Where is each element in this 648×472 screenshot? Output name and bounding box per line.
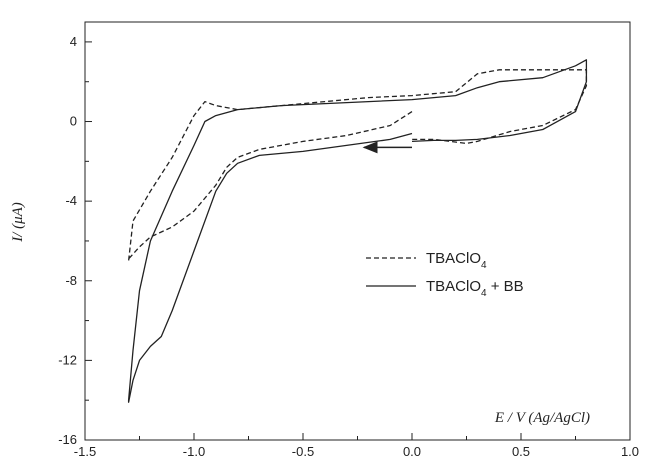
y-tick-label: -8: [65, 273, 77, 288]
x-tick-label: 0.0: [403, 444, 421, 459]
x-tick-label: 0.5: [512, 444, 530, 459]
x-tick-label: -1.0: [183, 444, 205, 459]
y-axis-label: I/ (μA): [10, 202, 26, 243]
y-tick-label: 4: [70, 34, 77, 49]
x-tick-label: -0.5: [292, 444, 314, 459]
y-tick-label: -12: [58, 352, 77, 367]
y-tick-label: -16: [58, 432, 77, 447]
series-line-solid: [127, 59, 588, 403]
y-tick-label: -4: [65, 193, 77, 208]
series-line-dashed: [127, 69, 588, 262]
series-layer: [127, 59, 588, 403]
legend-label: TBAClO4 + BB: [426, 278, 524, 299]
y-tick-label: 0: [70, 114, 77, 129]
x-tick-label: 1.0: [621, 444, 639, 459]
legend: TBAClO4 TBAClO4 + BB: [366, 250, 524, 299]
x-axis: -1.5 -1.0 -0.5 0.0 0.5 1.0: [74, 433, 639, 459]
plot-area: [84, 21, 631, 441]
y-axis: -16 -12 -8 -4 0 4: [58, 34, 92, 447]
plot-frame: [84, 21, 631, 441]
x-tick-label: -1.5: [74, 444, 96, 459]
x-axis-label: E / V (Ag/AgCl): [494, 410, 590, 426]
legend-label: TBAClO4: [426, 250, 487, 271]
